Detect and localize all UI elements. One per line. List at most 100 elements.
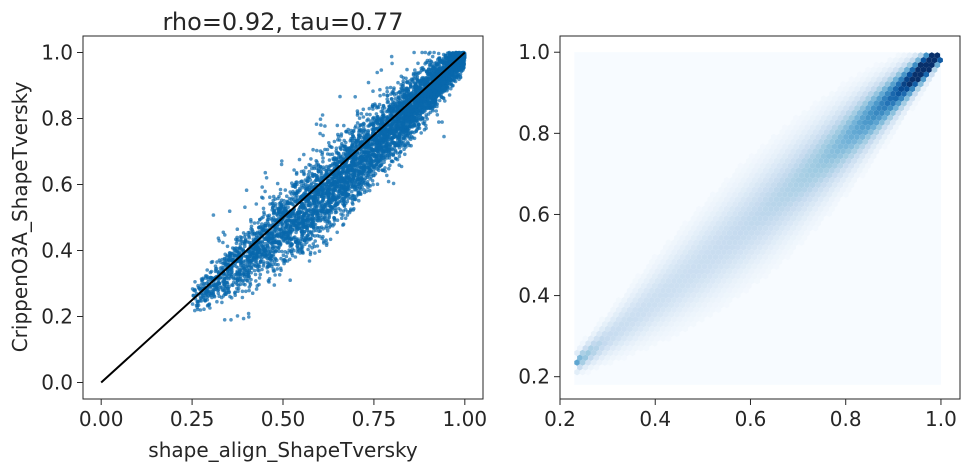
scatter-point bbox=[385, 100, 390, 105]
scatter-point bbox=[359, 111, 364, 116]
scatter-point bbox=[364, 132, 369, 137]
scatter-point bbox=[252, 221, 257, 225]
scatter-point bbox=[361, 107, 366, 112]
scatter-point bbox=[286, 205, 290, 209]
scatter-point bbox=[374, 144, 378, 148]
scatter-point bbox=[303, 236, 308, 241]
scatter-point bbox=[283, 221, 287, 225]
scatter-point bbox=[308, 195, 313, 199]
scatter-point bbox=[459, 69, 464, 73]
scatter-point bbox=[436, 51, 441, 56]
scatter-point bbox=[447, 54, 451, 58]
scatter-point bbox=[297, 209, 302, 214]
scatter-point bbox=[380, 141, 384, 145]
scatter-point bbox=[377, 145, 382, 150]
scatter-point bbox=[349, 189, 354, 194]
scatter-point bbox=[277, 273, 282, 277]
scatter-point bbox=[195, 305, 199, 310]
scatter-point bbox=[262, 210, 266, 214]
scatter-point bbox=[435, 70, 440, 74]
scatter-point bbox=[339, 179, 344, 184]
scatter-point bbox=[285, 237, 290, 242]
scatter-point bbox=[370, 161, 375, 166]
scatter-point bbox=[278, 266, 283, 271]
scatter-point bbox=[385, 117, 390, 121]
scatter-point bbox=[353, 181, 357, 185]
scatter-point bbox=[297, 216, 301, 221]
scatter-point bbox=[214, 267, 218, 271]
scatter-point bbox=[328, 169, 333, 173]
scatter-point bbox=[345, 213, 350, 217]
scatter-point bbox=[335, 218, 340, 222]
scatter-point bbox=[220, 300, 224, 305]
scatter-point bbox=[235, 286, 239, 291]
scatter-point bbox=[315, 244, 320, 248]
scatter-point bbox=[458, 72, 463, 76]
scatter-point bbox=[355, 138, 360, 143]
scatter-point bbox=[341, 209, 346, 213]
scatter-point bbox=[315, 188, 320, 192]
scatter-point bbox=[227, 258, 231, 262]
scatter-point bbox=[335, 202, 340, 206]
scatter-point bbox=[411, 71, 416, 76]
scatter-point bbox=[341, 201, 345, 206]
scatter-point bbox=[260, 222, 264, 226]
scatter-point bbox=[382, 160, 386, 164]
scatter-point bbox=[243, 262, 247, 267]
scatter-point bbox=[294, 195, 298, 199]
scatter-point bbox=[354, 187, 358, 192]
scatter-point bbox=[228, 294, 232, 299]
scatter-point bbox=[228, 253, 232, 258]
scatter-point bbox=[283, 239, 287, 243]
scatter-point bbox=[422, 90, 427, 95]
scatter-point bbox=[340, 216, 344, 220]
scatter-point bbox=[301, 194, 305, 198]
scatter-point bbox=[405, 125, 410, 129]
scatter-point bbox=[336, 138, 340, 142]
scatter-point bbox=[234, 241, 239, 246]
scatter-point bbox=[367, 144, 371, 149]
scatter-point bbox=[363, 176, 368, 180]
scatter-point bbox=[456, 63, 461, 67]
scatter-point bbox=[308, 252, 313, 257]
scatter-point bbox=[351, 163, 356, 167]
scatter-point bbox=[190, 302, 195, 306]
scatter-point bbox=[397, 154, 402, 159]
scatter-point bbox=[258, 259, 263, 263]
scatter-point bbox=[380, 168, 385, 172]
scatter-point bbox=[265, 234, 269, 238]
scatter-point bbox=[452, 77, 456, 82]
scatter-point bbox=[374, 106, 379, 110]
scatter-point bbox=[452, 74, 457, 79]
scatter-point bbox=[225, 244, 230, 249]
scatter-point bbox=[225, 276, 229, 280]
scatter-point bbox=[198, 308, 203, 312]
scatter-point bbox=[366, 185, 370, 190]
scatter-point bbox=[325, 200, 329, 204]
scatter-point bbox=[279, 256, 283, 261]
scatter-point bbox=[302, 191, 307, 196]
scatter-point bbox=[291, 211, 295, 216]
scatter-point bbox=[368, 177, 372, 181]
scatter-point bbox=[346, 188, 351, 192]
scatter-point bbox=[245, 257, 250, 262]
scatter-point bbox=[395, 138, 400, 142]
scatter-point bbox=[204, 290, 209, 295]
scatter-point bbox=[273, 273, 277, 277]
scatter-point bbox=[243, 232, 248, 237]
scatter-point bbox=[332, 216, 337, 220]
scatter-point bbox=[411, 105, 416, 109]
scatter-point bbox=[389, 109, 394, 114]
scatter-point bbox=[396, 80, 400, 85]
scatter-point bbox=[244, 289, 248, 294]
scatter-point bbox=[412, 130, 416, 135]
scatter-point bbox=[336, 206, 341, 211]
scatter-point bbox=[334, 146, 339, 150]
scatter-point bbox=[215, 260, 219, 264]
scatter-point bbox=[376, 149, 381, 153]
scatter-point bbox=[385, 137, 390, 141]
scatter-point bbox=[230, 258, 235, 262]
scatter-point bbox=[293, 255, 298, 259]
scatter-point bbox=[361, 121, 366, 126]
scatter-point bbox=[445, 87, 450, 91]
